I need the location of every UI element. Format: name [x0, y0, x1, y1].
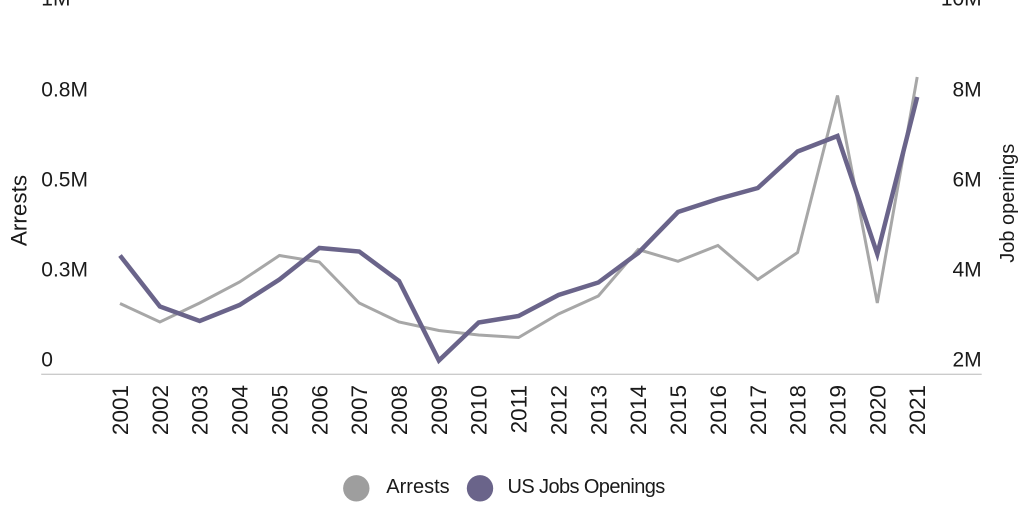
svg-text:2020: 2020 [865, 385, 890, 435]
svg-text:0.5M: 0.5M [41, 169, 88, 192]
svg-text:1M: 1M [41, 0, 70, 11]
svg-text:2005: 2005 [267, 385, 292, 435]
svg-text:8M: 8M [953, 79, 982, 102]
svg-text:2007: 2007 [347, 385, 372, 435]
svg-text:2018: 2018 [786, 385, 811, 435]
svg-text:2021: 2021 [905, 385, 930, 435]
svg-text:2013: 2013 [586, 385, 611, 435]
svg-text:Arrests: Arrests [386, 476, 449, 498]
svg-text:2017: 2017 [746, 385, 771, 435]
svg-text:2004: 2004 [228, 385, 253, 435]
svg-text:2002: 2002 [148, 385, 173, 435]
svg-text:Job openings: Job openings [997, 144, 1019, 263]
svg-text:2010: 2010 [467, 385, 492, 435]
svg-text:6M: 6M [953, 169, 982, 192]
svg-text:2019: 2019 [826, 385, 851, 435]
svg-text:10M: 10M [941, 0, 982, 11]
svg-text:2006: 2006 [307, 385, 332, 435]
svg-text:0.8M: 0.8M [41, 79, 88, 102]
svg-text:2014: 2014 [626, 385, 651, 435]
svg-text:0: 0 [41, 349, 53, 372]
svg-text:0.3M: 0.3M [41, 259, 88, 282]
svg-text:2015: 2015 [666, 385, 691, 435]
svg-text:2008: 2008 [387, 385, 412, 435]
svg-text:2003: 2003 [188, 385, 213, 435]
svg-text:2009: 2009 [427, 385, 452, 435]
svg-text:4M: 4M [953, 259, 982, 282]
svg-text:Arrests: Arrests [7, 175, 32, 246]
svg-text:2001: 2001 [108, 385, 133, 435]
svg-text:2M: 2M [953, 349, 982, 372]
svg-text:US Jobs Openings: US Jobs Openings [508, 476, 666, 498]
svg-text:2011: 2011 [507, 385, 532, 433]
svg-text:2012: 2012 [547, 385, 572, 435]
svg-text:2016: 2016 [706, 385, 731, 435]
